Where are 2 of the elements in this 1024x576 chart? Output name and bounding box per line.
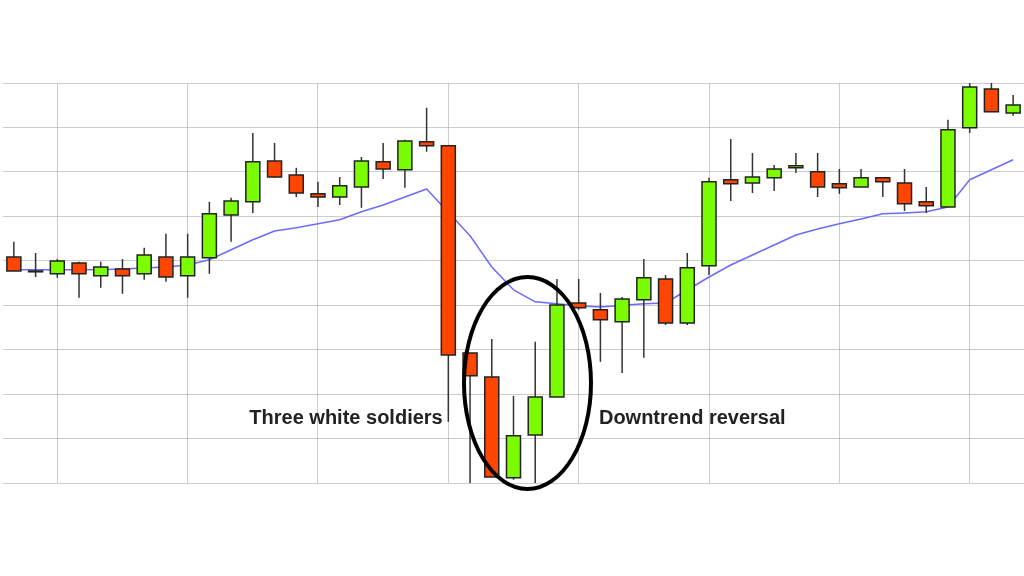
annotation: Three white soldiers [249,406,443,429]
annotation: Downtrend reversal [598,406,786,429]
